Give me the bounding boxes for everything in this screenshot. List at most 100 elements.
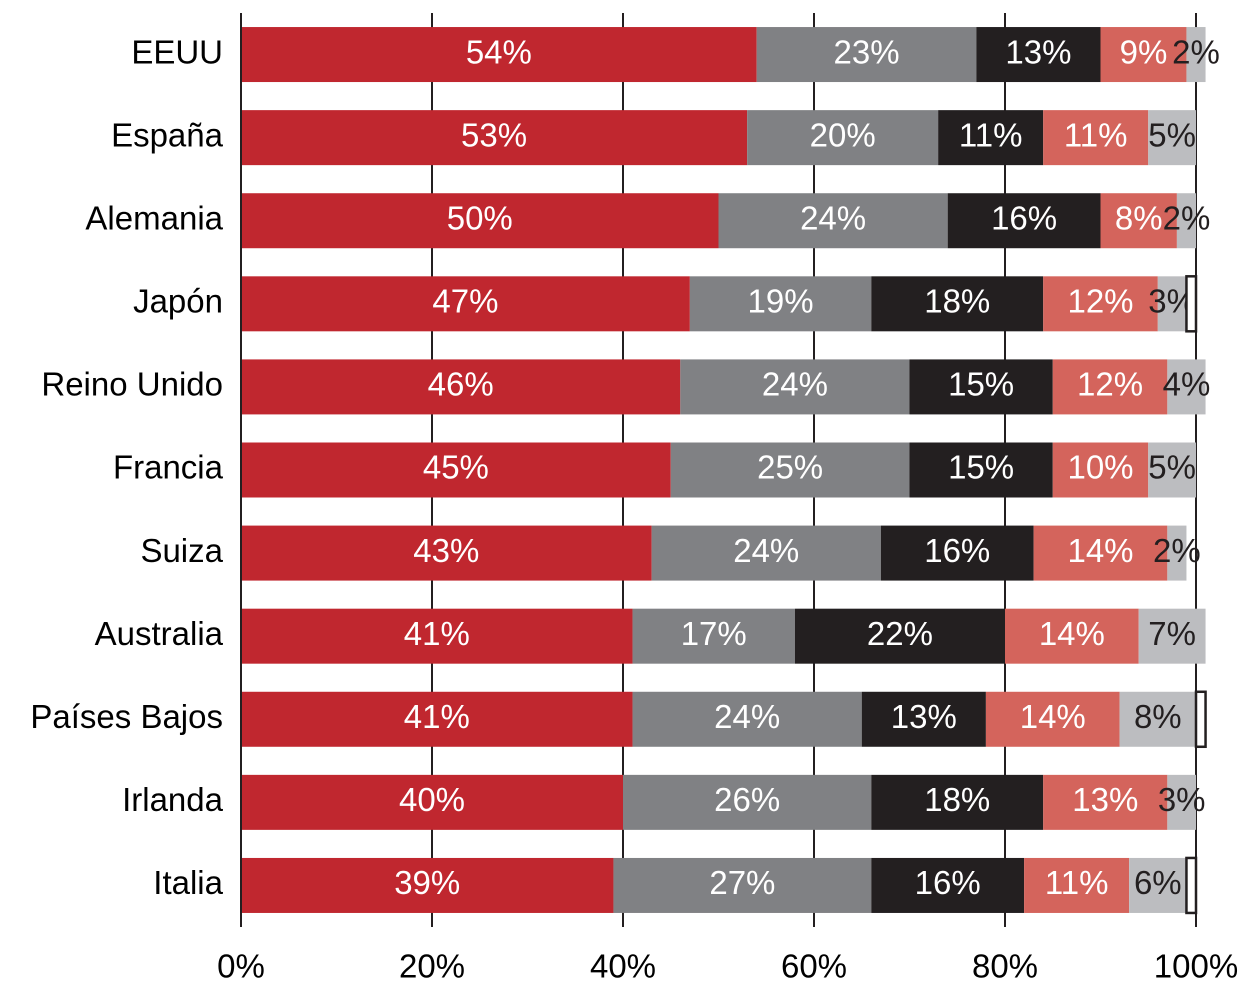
data-label: 3% <box>1158 781 1206 818</box>
bar-segment <box>1043 774 1168 830</box>
data-label: 46% <box>428 366 494 403</box>
bar-segment <box>1167 525 1187 581</box>
bar-segment <box>985 691 1120 747</box>
data-label: 24% <box>762 366 828 403</box>
data-label: 43% <box>413 532 479 569</box>
data-label: 39% <box>394 864 460 901</box>
data-label: 11% <box>959 116 1023 153</box>
data-label: 5% <box>1148 449 1196 486</box>
data-label: 16% <box>991 199 1057 236</box>
bar-segment <box>1185 856 1198 915</box>
y-tick-label: Francia <box>113 449 224 486</box>
bar-segment <box>756 27 977 83</box>
bar-segment <box>613 857 872 913</box>
data-label: 17% <box>681 615 747 652</box>
data-label: 12% <box>1077 366 1143 403</box>
bar-segment <box>1148 110 1196 166</box>
bar-segment <box>1194 690 1207 749</box>
data-label: 27% <box>709 864 775 901</box>
y-tick-label: EEUU <box>131 33 223 70</box>
data-label: 40% <box>399 781 465 818</box>
data-label: 26% <box>714 781 780 818</box>
data-label: 54% <box>466 33 532 70</box>
y-tick-label: Irlanda <box>122 781 224 818</box>
bar-segment <box>1186 27 1206 83</box>
bar-segment <box>670 442 910 498</box>
data-label: 16% <box>924 532 990 569</box>
data-label: 45% <box>423 449 489 486</box>
x-tick-label: 20% <box>399 948 465 981</box>
x-tick-label: 0% <box>217 948 265 981</box>
y-tick-label: Reino Unido <box>41 366 223 403</box>
data-label: 12% <box>1067 283 1133 320</box>
data-label: 7% <box>1148 615 1196 652</box>
data-label: 14% <box>1020 698 1086 735</box>
bar-segment <box>1176 193 1196 249</box>
data-label: 4% <box>1163 366 1211 403</box>
bar-segment <box>241 276 690 332</box>
bar-segment <box>909 359 1053 415</box>
x-tick-label: 80% <box>972 948 1038 981</box>
data-label: 18% <box>924 283 990 320</box>
bar-segment <box>1167 359 1206 415</box>
data-label: 13% <box>1005 33 1071 70</box>
bar-segment <box>241 608 633 664</box>
data-label: 15% <box>948 449 1014 486</box>
data-label: 24% <box>733 532 799 569</box>
data-label: 2% <box>1153 532 1201 569</box>
bar-segment <box>861 691 986 747</box>
data-label: 20% <box>810 116 876 153</box>
bar-segment <box>1052 442 1149 498</box>
bar-segment <box>718 193 948 249</box>
bar-segment <box>1043 276 1158 332</box>
data-label: 11% <box>1045 864 1109 901</box>
data-label: 8% <box>1115 199 1163 236</box>
data-label: 13% <box>891 698 957 735</box>
data-label: 13% <box>1072 781 1138 818</box>
y-tick-label: Alemania <box>85 199 223 236</box>
data-label: 22% <box>867 615 933 652</box>
bar-segment <box>632 691 862 747</box>
data-label: 15% <box>948 366 1014 403</box>
bar-segment <box>1005 608 1139 664</box>
bar-segment <box>871 774 1044 830</box>
bar-segment <box>241 691 633 747</box>
data-label: 47% <box>432 283 498 320</box>
bar-segment <box>1024 857 1130 913</box>
data-label: 8% <box>1134 698 1182 735</box>
bar-segment <box>938 110 1044 166</box>
y-tick-label: Países Bajos <box>30 698 223 735</box>
bar-segment <box>976 27 1101 83</box>
data-label: 18% <box>924 781 990 818</box>
bar-segment <box>1119 691 1196 747</box>
bar-segment <box>651 525 881 581</box>
y-tick-label: Italia <box>153 864 223 901</box>
data-label: 14% <box>1067 532 1133 569</box>
bar-segment <box>1100 193 1177 249</box>
y-tick-label: Australia <box>95 615 224 652</box>
bar-segment <box>1052 359 1168 415</box>
data-label: 53% <box>461 116 527 153</box>
bar-segment <box>1129 857 1187 913</box>
data-label: 19% <box>748 283 814 320</box>
x-tick-label: 40% <box>590 948 656 981</box>
bar-segment <box>871 276 1044 332</box>
bar-segment <box>241 193 719 249</box>
data-label: 5% <box>1148 116 1196 153</box>
y-tick-label: Japón <box>133 283 223 320</box>
data-label: 6% <box>1134 864 1182 901</box>
data-label: 50% <box>447 199 513 236</box>
data-label: 10% <box>1067 449 1133 486</box>
bar-segment <box>241 27 757 83</box>
data-label: 24% <box>800 199 866 236</box>
bar-segment <box>1185 275 1198 333</box>
bar-segment <box>1033 525 1168 581</box>
bar-segment <box>880 525 1034 581</box>
bar-segment <box>241 774 623 830</box>
bar-segment <box>1100 27 1187 83</box>
bar-segment <box>241 442 671 498</box>
bar-segment <box>680 359 910 415</box>
bar-segment <box>747 110 939 166</box>
bar-segment <box>871 857 1025 913</box>
y-tick-label: España <box>111 116 224 153</box>
